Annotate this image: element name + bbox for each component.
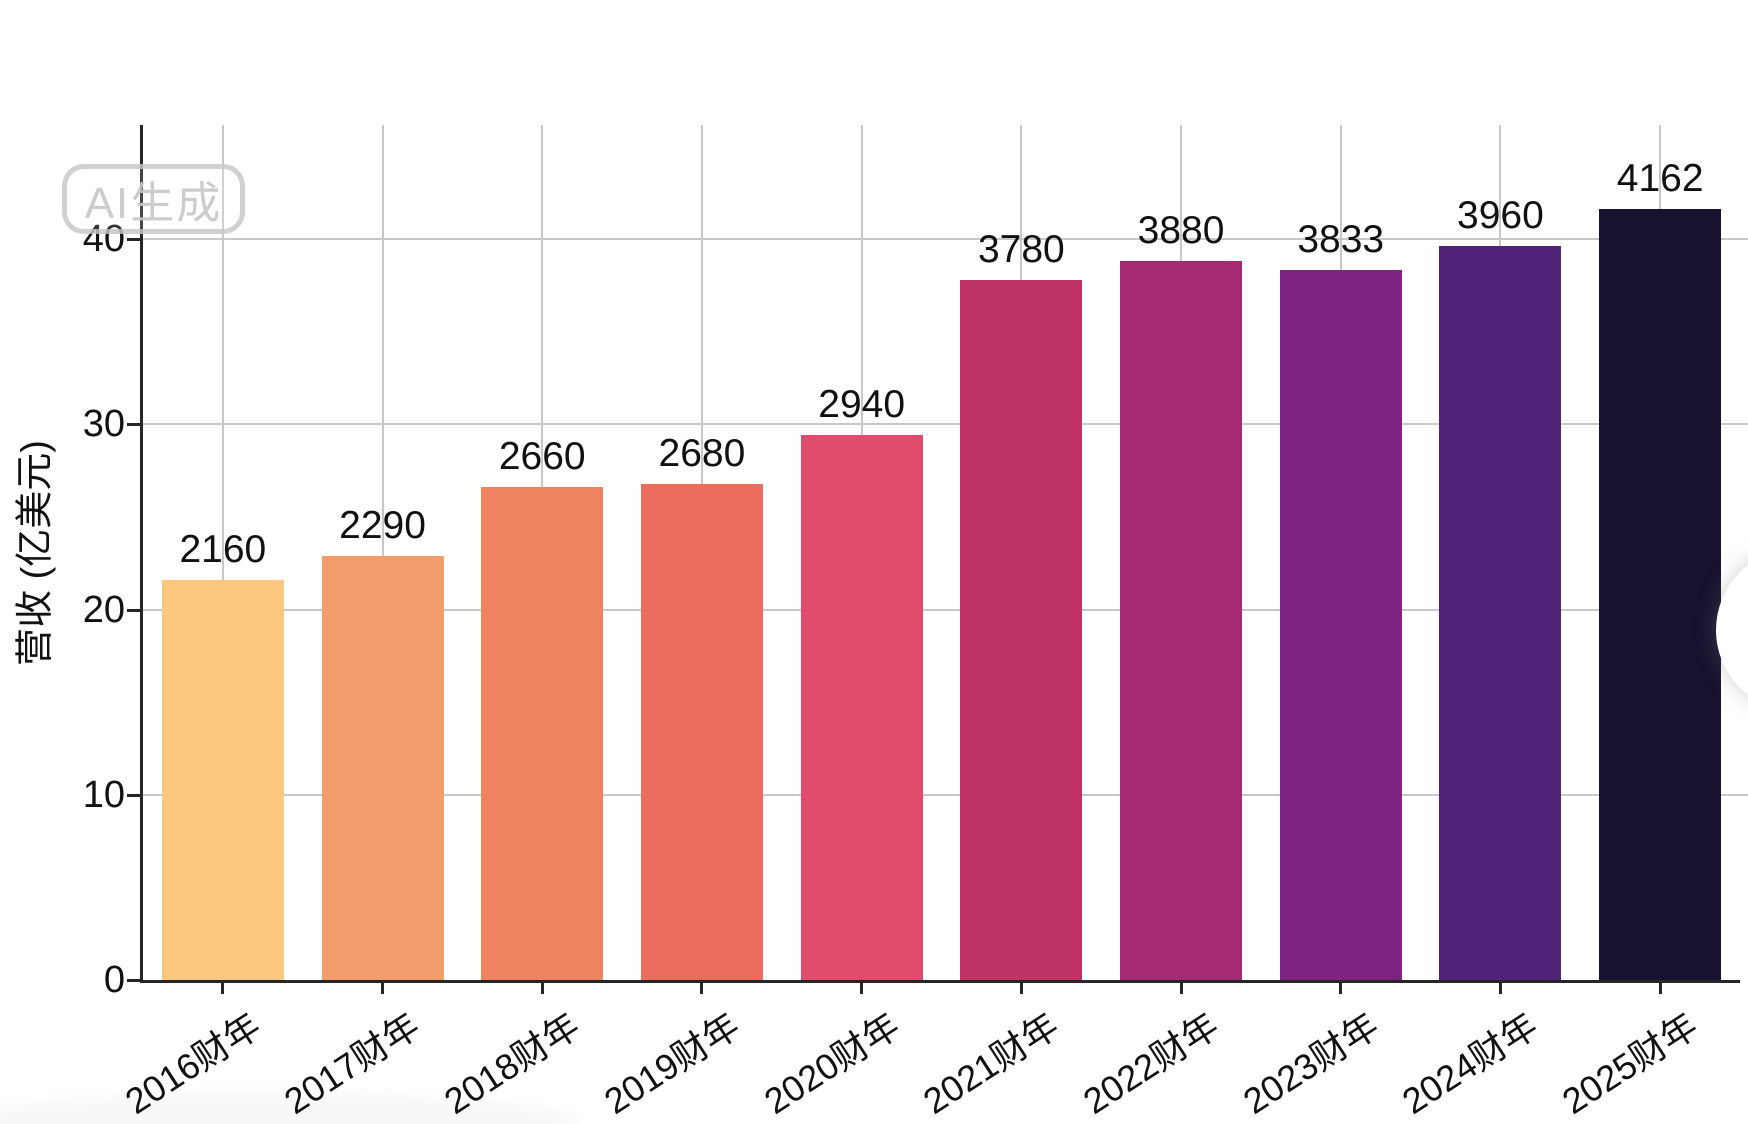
gridline-y-20 [143, 608, 1748, 611]
bar-value-2017财年: 2290 [339, 503, 426, 547]
x-tick-label-2021财年: 2021财年 [916, 1004, 1067, 1122]
bar-value-2019财年: 2680 [658, 431, 746, 475]
ai-generated-watermark-label: AI生成 [84, 179, 223, 228]
bar-2020财年 [800, 435, 923, 980]
x-tick-2019财年 [700, 980, 704, 994]
x-tick-2023财年 [1339, 980, 1343, 994]
gridline-x-2016财年 [221, 125, 224, 980]
bar-2024财年 [1439, 246, 1562, 980]
bar-2021财年 [960, 279, 1083, 980]
bar-value-2024财年: 3960 [1457, 194, 1544, 238]
x-tick-label-2025财年: 2025财年 [1554, 1004, 1705, 1122]
y-tick-label-10: 10 [82, 773, 125, 816]
y-tick-40 [127, 238, 140, 241]
y-tick-label-0: 0 [103, 959, 125, 1001]
y-tick-20 [127, 608, 140, 612]
bar-value-2021财年: 3780 [977, 227, 1065, 271]
x-tick-2020财年 [860, 980, 864, 994]
ai-generated-watermark: AI生成 [62, 164, 245, 234]
y-tick-label-40: 40 [82, 218, 125, 260]
bar-value-2016财年: 2160 [179, 527, 267, 571]
x-tick-2016财年 [221, 980, 225, 994]
x-tick-2021财年 [1019, 980, 1023, 994]
y-tick-label-30: 30 [82, 403, 125, 446]
x-tick-2018财年 [540, 980, 544, 994]
x-tick-label-2022财年: 2022财年 [1075, 1004, 1226, 1122]
y-tick-30 [127, 423, 140, 427]
bar-2022财年 [1120, 261, 1243, 980]
bar-2019财年 [640, 483, 763, 980]
x-tick-2017财年 [381, 980, 385, 994]
x-tick-label-2023财年: 2023财年 [1235, 1004, 1386, 1122]
bar-value-2023财年: 3833 [1297, 217, 1385, 261]
x-tick-2024财年 [1498, 980, 1502, 994]
gridline-y-10 [143, 793, 1748, 796]
gridline-y-30 [143, 423, 1748, 426]
x-tick-label-2020财年: 2020财年 [756, 1004, 907, 1122]
y-tick-0 [127, 979, 140, 982]
gridline-y-40 [143, 238, 1748, 240]
y-axis-title: 营收 (亿美元) [14, 439, 57, 666]
y-tick-label-20: 20 [82, 588, 125, 631]
bar-value-2020财年: 2940 [818, 383, 906, 427]
bar-value-2018财年: 2660 [498, 435, 586, 479]
bar-2017财年 [321, 555, 444, 980]
x-tick-label-2024财年: 2024财年 [1395, 1004, 1546, 1122]
plot-area: 营收 (亿美元) 0 10 20 30 40 2160 2016财年 2290 2017财年 26… [15, 125, 1748, 1122]
bar-2018财年 [481, 487, 604, 980]
y-tick-10 [127, 793, 140, 797]
bar-2016财年 [161, 579, 284, 980]
x-tick-2025财年 [1658, 980, 1662, 994]
bar-2025财年 [1599, 209, 1722, 980]
x-tick-2022财年 [1179, 980, 1183, 994]
gridline-x-2017财年 [381, 125, 384, 980]
bar-value-2022财年: 3880 [1137, 209, 1225, 253]
x-tick-label-2019财年: 2019财年 [596, 1004, 747, 1122]
bar-value-2025财年: 4162 [1616, 156, 1704, 200]
bar-2023财年 [1279, 269, 1402, 980]
